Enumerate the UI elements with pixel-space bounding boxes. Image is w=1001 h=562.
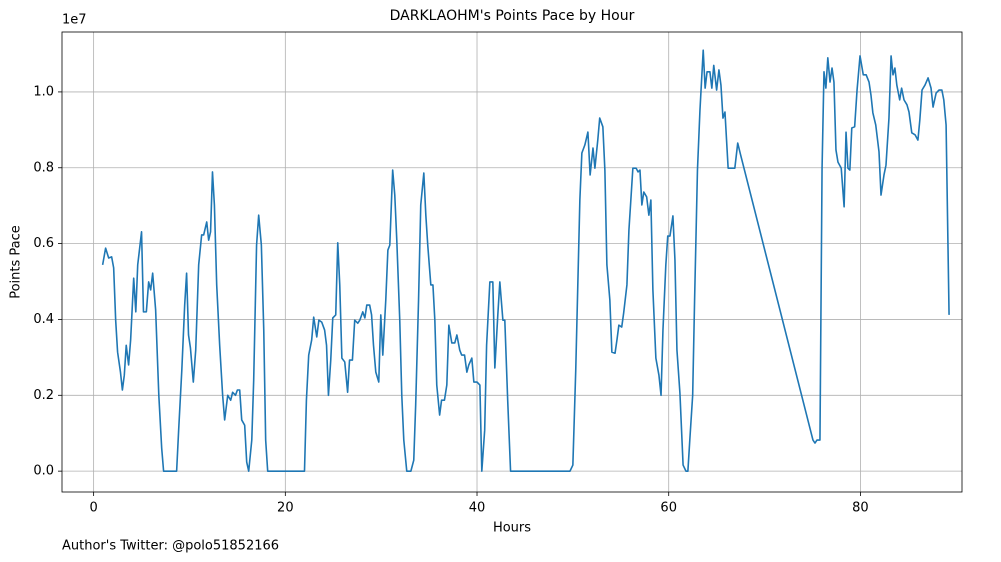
x-axis-label: Hours — [493, 521, 531, 536]
plot — [101, 49, 950, 472]
chart-title: DARKLAOHM's Points Pace by Hour — [390, 8, 635, 24]
y-axis-label: Points Pace — [9, 225, 24, 299]
x-tick-label: 80 — [852, 501, 869, 516]
y-tick-label: 0.0 — [33, 464, 54, 479]
y-tick-label: 0.8 — [33, 160, 54, 175]
x-tick-label: 40 — [469, 501, 486, 516]
axes-frame — [61, 31, 963, 493]
y-tick-label: 0.2 — [33, 388, 54, 403]
y-tick-label: 0.4 — [33, 312, 54, 327]
y-tick-label: 1.0 — [33, 84, 54, 99]
x-tick-label: 20 — [277, 501, 294, 516]
x-tick-label: 0 — [89, 501, 97, 516]
y-offset-label: 1e7 — [62, 13, 87, 28]
data-line — [101, 49, 950, 472]
footer: Author's Twitter: @polo51852166 — [62, 539, 279, 554]
x-tick-label: 60 — [660, 501, 677, 516]
y-tick-label: 0.6 — [33, 236, 54, 251]
